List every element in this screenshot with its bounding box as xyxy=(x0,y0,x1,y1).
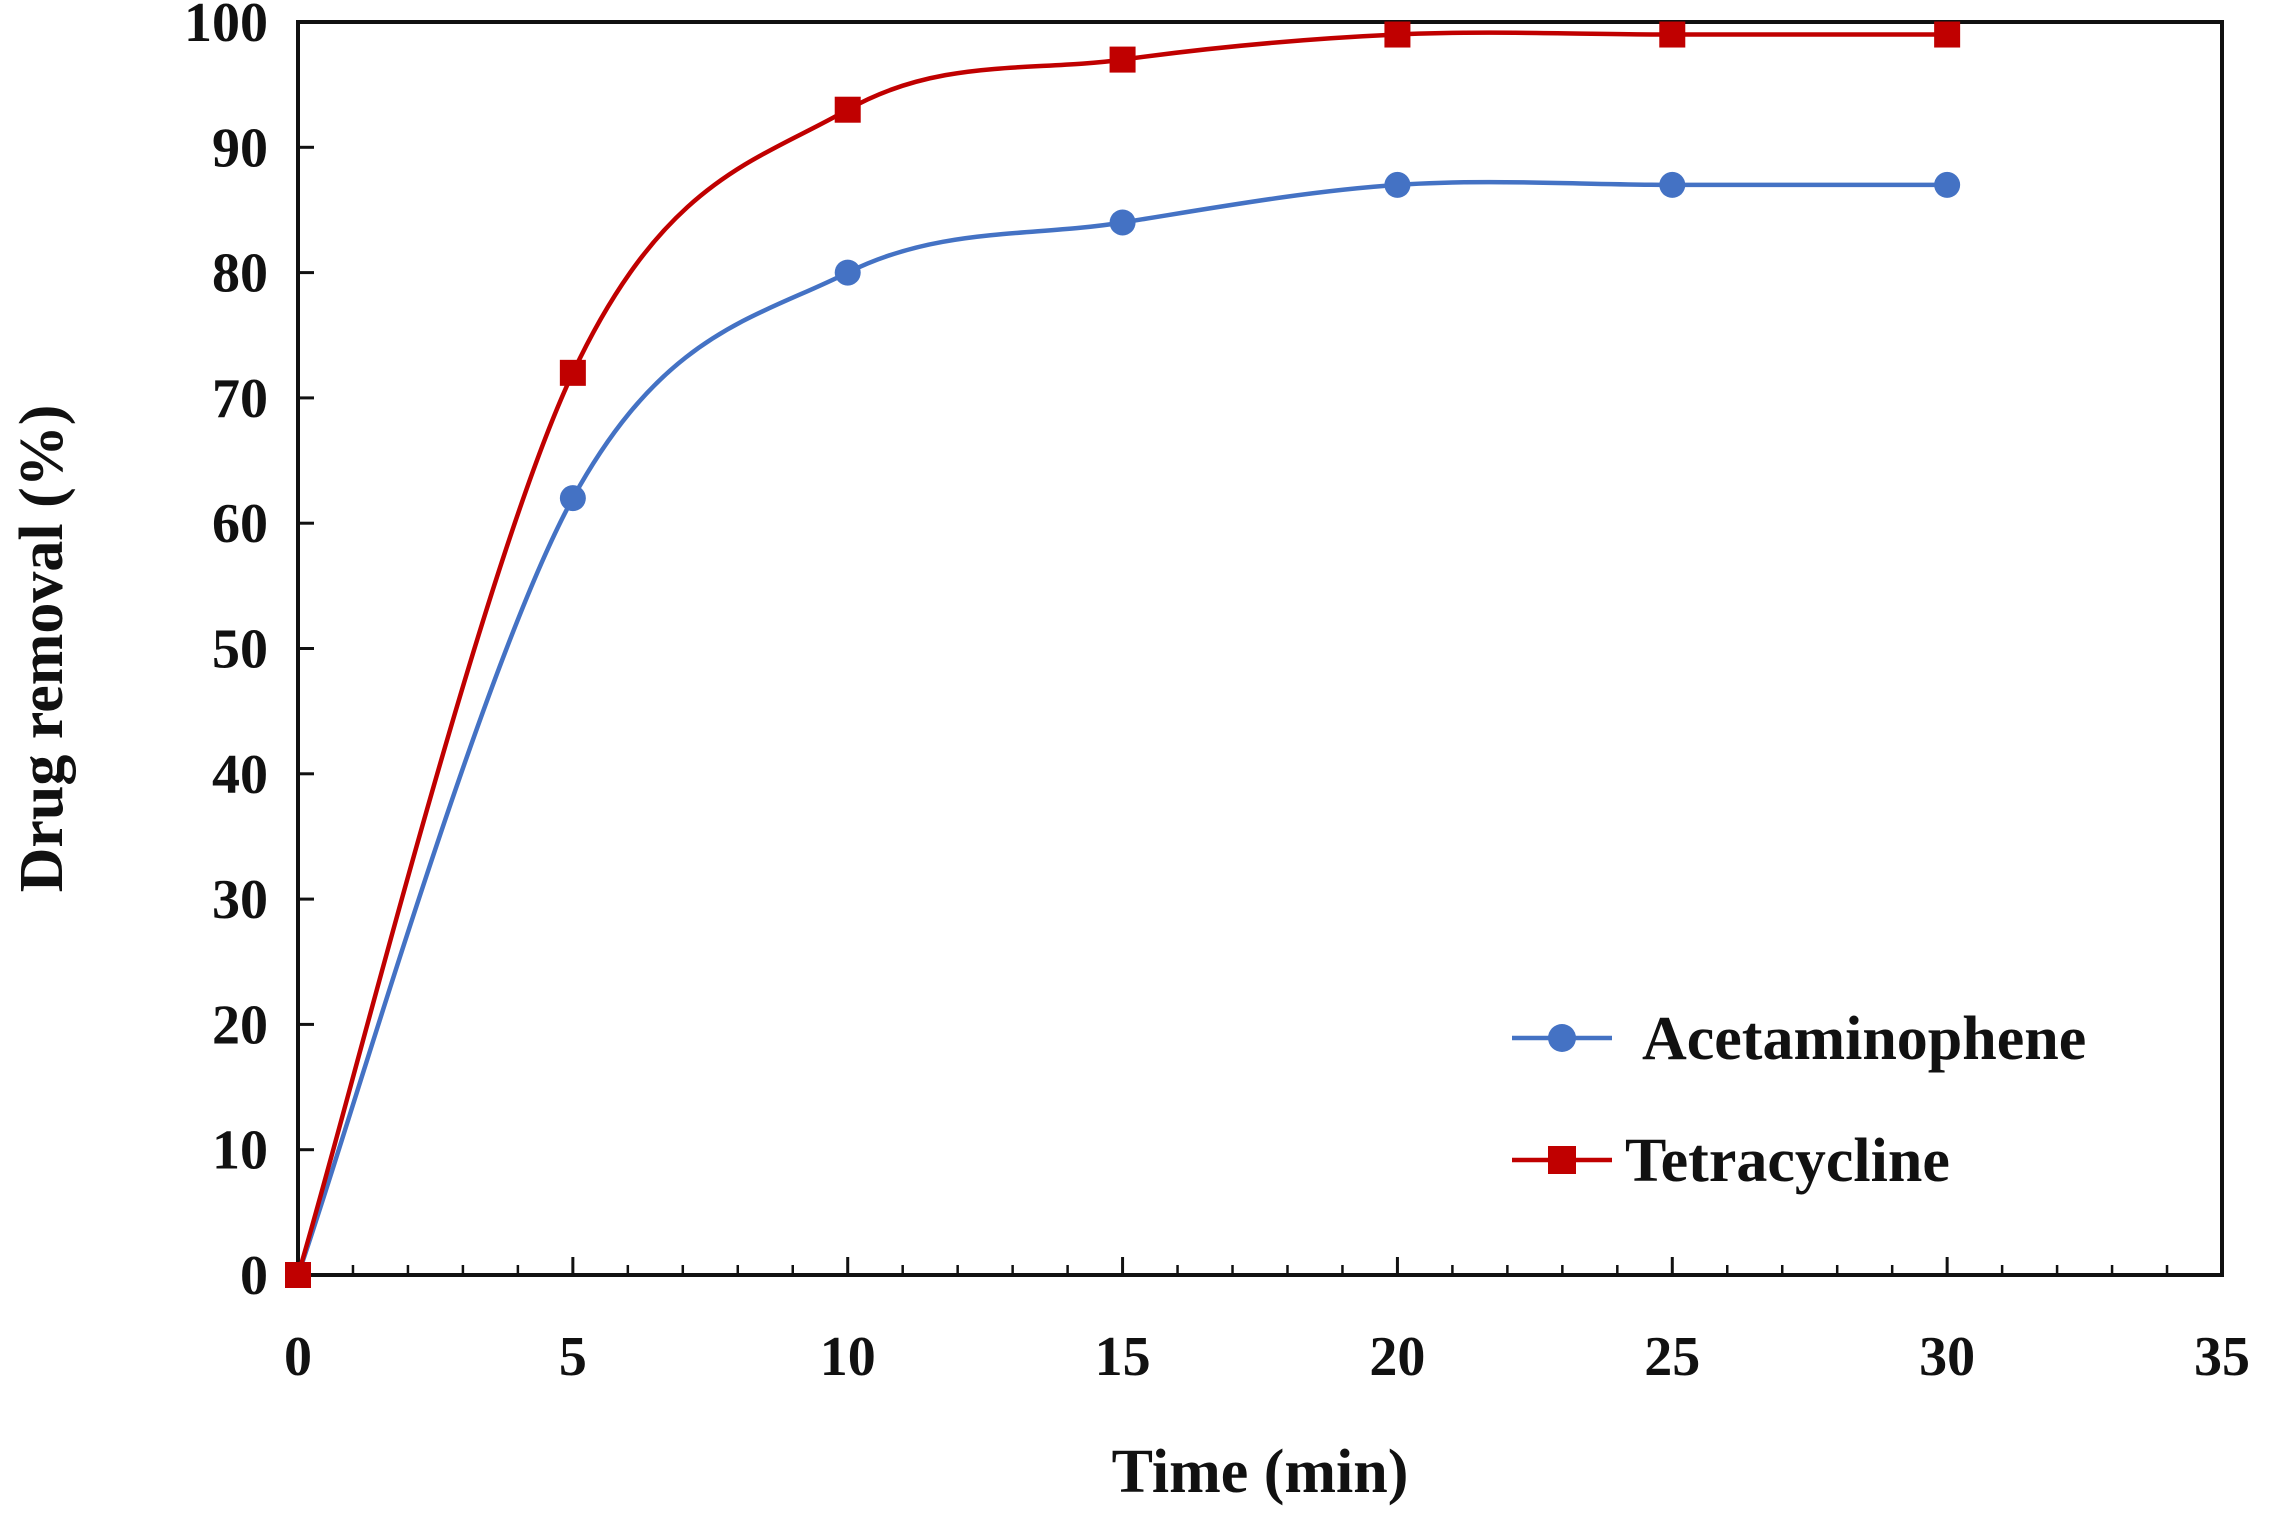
y-tick-label: 40 xyxy=(212,744,268,806)
data-point-acetaminophene xyxy=(1934,171,1961,198)
x-tick-label: 35 xyxy=(2194,1326,2250,1388)
series-acetaminophene xyxy=(285,171,1961,1288)
y-tick-label: 70 xyxy=(212,368,268,430)
data-point-acetaminophene xyxy=(1109,209,1136,236)
axes: 0 10 20 30 40 50 60 70 80 90 100 0 5 10 15 20 25 30 35 xyxy=(184,0,2250,1388)
x-tick-label: 20 xyxy=(1369,1326,1425,1388)
y-tick-label: 30 xyxy=(212,869,268,931)
data-point-acetaminophene xyxy=(1659,171,1686,198)
data-point-tetracycline xyxy=(1384,21,1411,48)
x-tick-label: 0 xyxy=(284,1326,312,1388)
y-tick-label: 100 xyxy=(184,0,268,54)
x-tick-label: 10 xyxy=(820,1326,876,1388)
y-tick-label: 80 xyxy=(212,243,268,305)
data-point-tetracycline xyxy=(1659,21,1686,48)
legend-marker-tetracycline xyxy=(1548,1146,1576,1174)
series-tetracycline xyxy=(285,21,1961,1288)
data-point-acetaminophene xyxy=(1384,171,1411,198)
data-point-acetaminophene xyxy=(834,259,861,286)
y-tick-label: 0 xyxy=(240,1245,268,1307)
y-axis-title: Drug removal (%) xyxy=(8,405,76,893)
y-tick-label: 90 xyxy=(212,117,268,179)
x-tick-label: 30 xyxy=(1919,1326,1975,1388)
y-tick-label: 20 xyxy=(212,994,268,1056)
legend-label-tetracycline: Tetracycline xyxy=(1625,1127,1950,1195)
series-line-tetracycline xyxy=(295,30,1948,1276)
data-point-tetracycline xyxy=(285,1262,311,1288)
x-tick-label: 15 xyxy=(1095,1326,1151,1388)
x-tick-label: 25 xyxy=(1644,1326,1700,1388)
legend-label-acetaminophene: Acetaminophene xyxy=(1642,1005,2086,1073)
data-point-tetracycline xyxy=(1934,21,1961,48)
data-point-acetaminophene xyxy=(559,485,586,512)
legend-item-acetaminophene: Acetaminophene xyxy=(1512,1005,2086,1073)
x-tick-label: 5 xyxy=(559,1326,587,1388)
series-line-acetaminophene xyxy=(295,179,1948,1276)
series-group xyxy=(285,21,1961,1288)
x-axis-title: Time (min) xyxy=(1112,1438,1409,1506)
data-point-tetracycline xyxy=(559,359,586,386)
data-point-tetracycline xyxy=(1109,46,1136,73)
legend-marker-acetaminophene xyxy=(1548,1024,1576,1052)
legend: Acetaminophene Tetracycline xyxy=(1512,1005,2086,1195)
data-point-tetracycline xyxy=(834,96,861,123)
y-tick-label: 60 xyxy=(212,493,268,555)
y-tick-label: 50 xyxy=(212,619,268,681)
legend-item-tetracycline: Tetracycline xyxy=(1512,1127,1950,1195)
y-tick-label: 10 xyxy=(212,1120,268,1182)
